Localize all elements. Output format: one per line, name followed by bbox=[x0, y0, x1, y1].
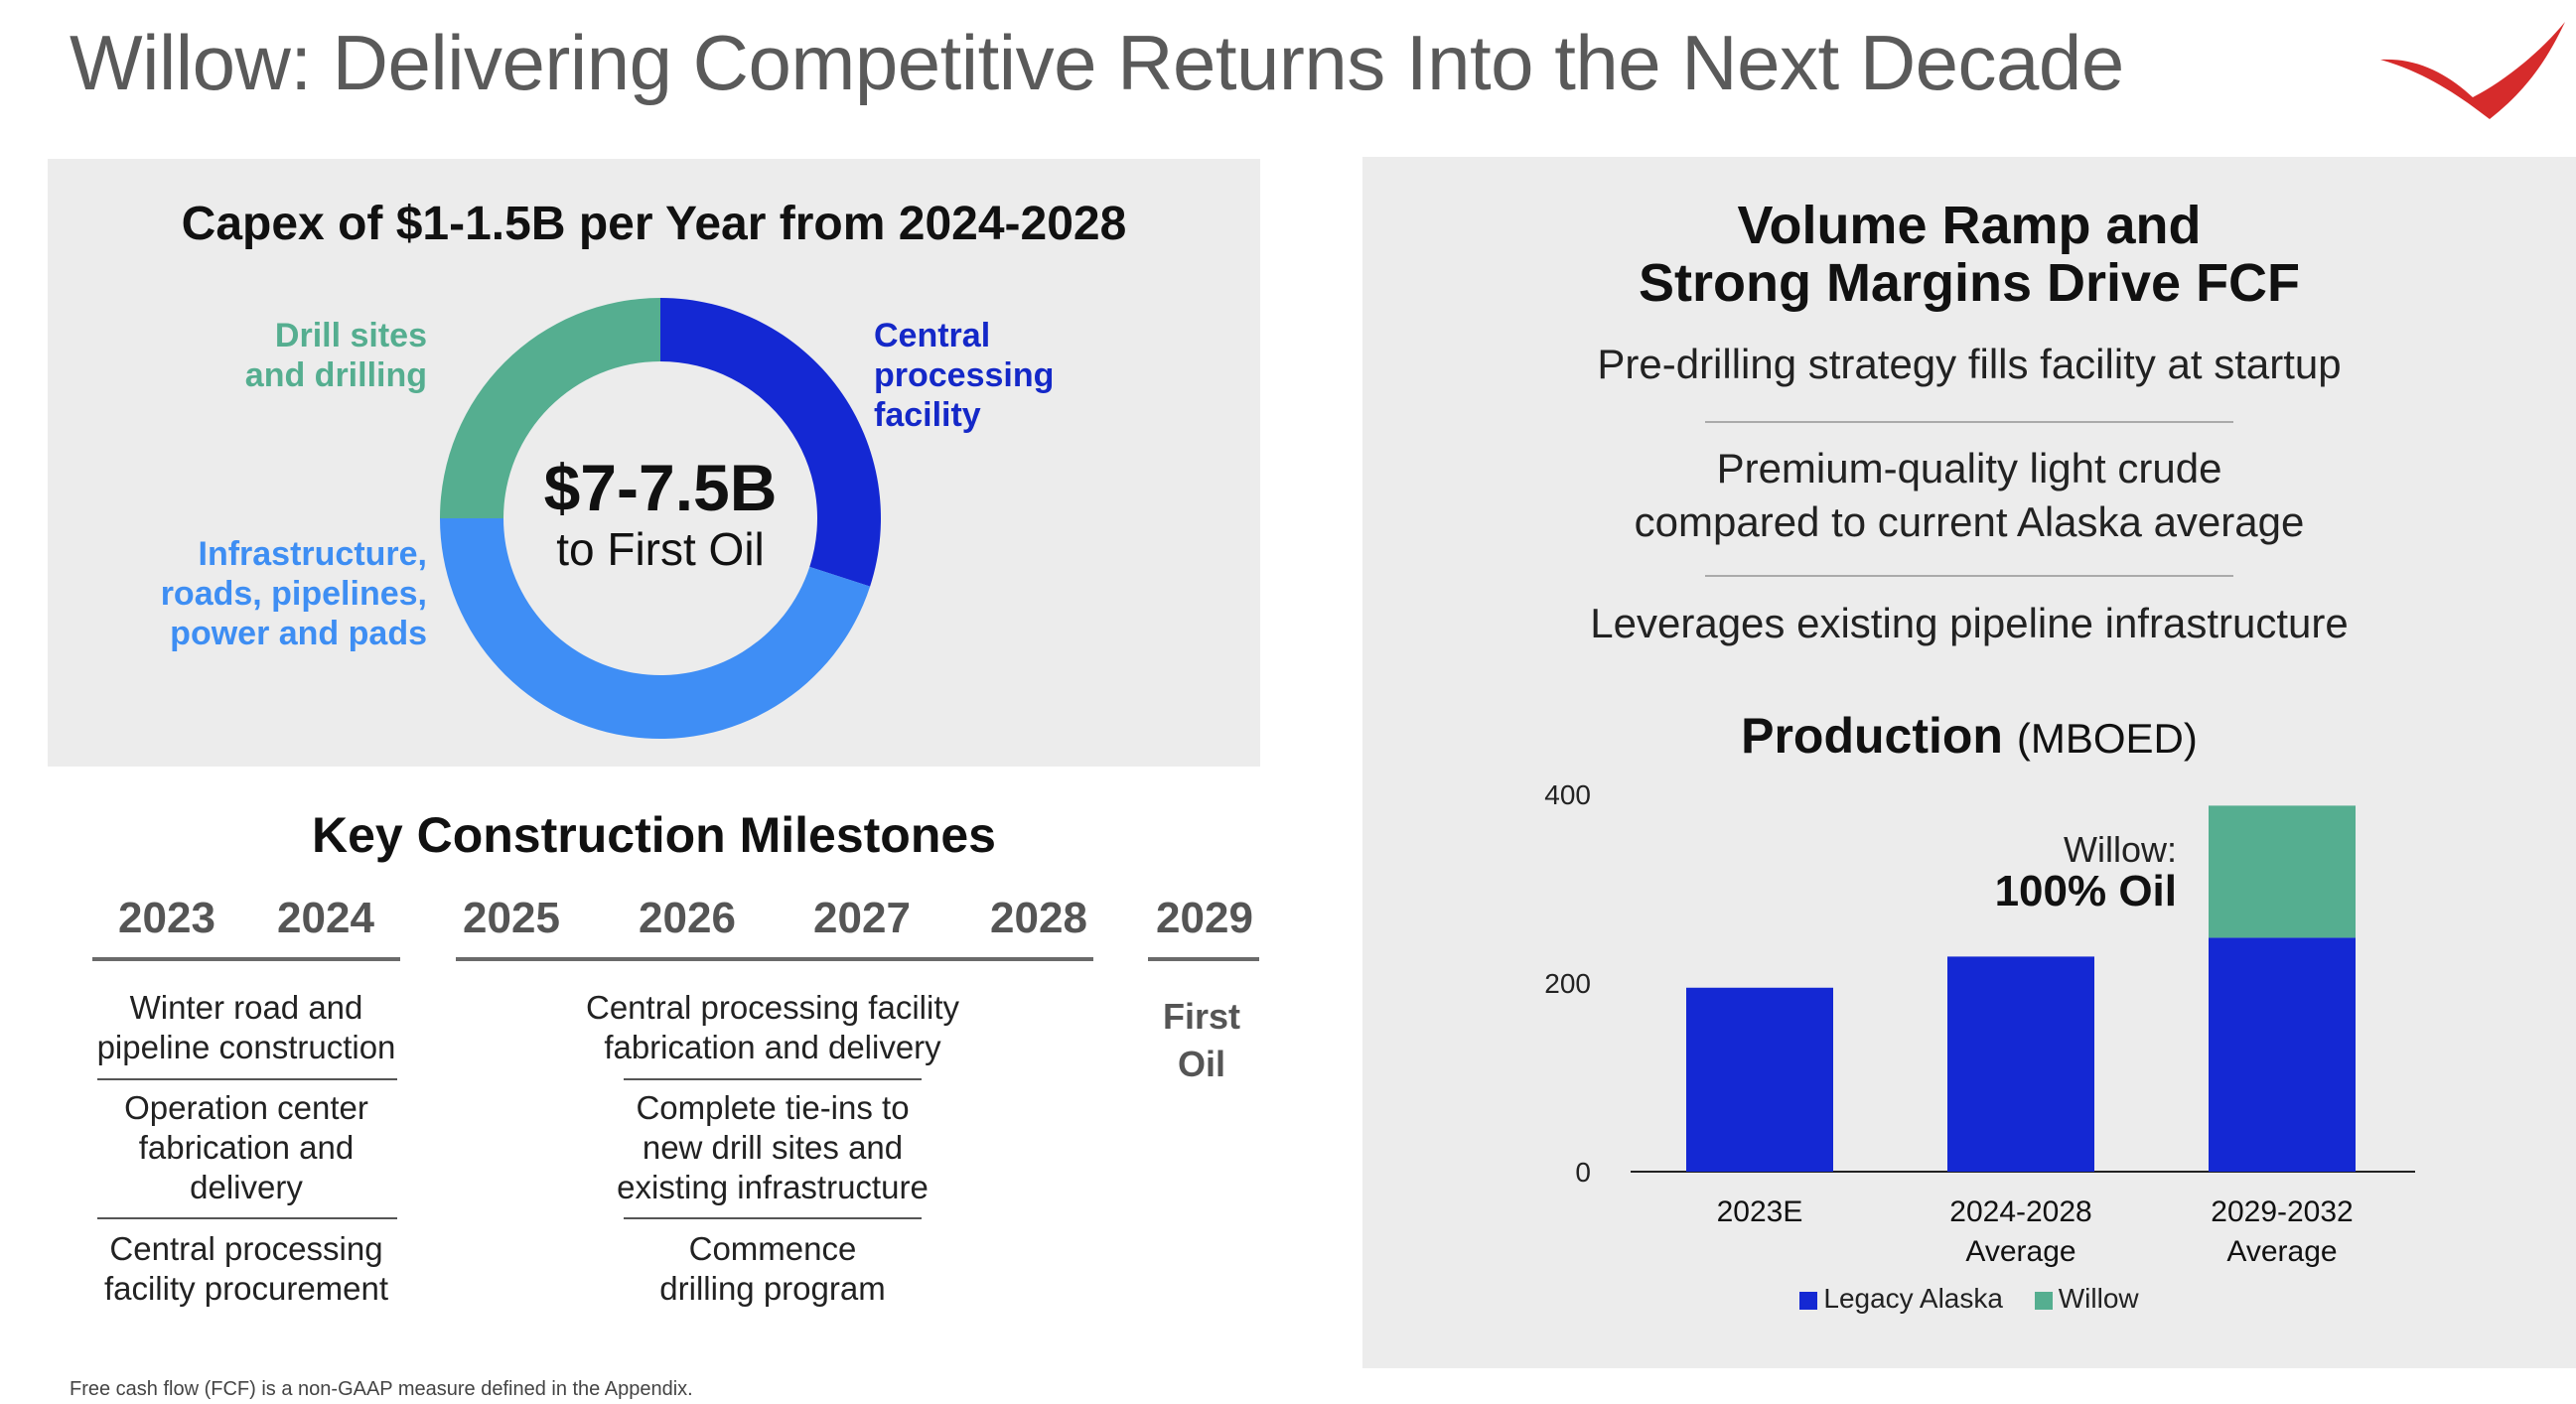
central-processing-label-line: facility bbox=[874, 396, 981, 434]
infrastructure-label-line: power and pads bbox=[170, 615, 427, 652]
willow-annotation-value: 100% Oil bbox=[1995, 867, 2177, 915]
year-2026: 2026 bbox=[639, 894, 736, 942]
production-title: Production (MBOED) bbox=[1362, 707, 2576, 765]
volume-divider bbox=[1705, 421, 2233, 423]
milestone-divider bbox=[97, 1217, 397, 1219]
legend-willow: Willow bbox=[2034, 1283, 2139, 1314]
x-category-label: Average bbox=[2226, 1235, 2337, 1268]
volume-bullet: Leverages existing pipeline infrastructu… bbox=[1590, 600, 2349, 646]
volume-bullet: Premium-quality light crude compared to … bbox=[1634, 445, 2305, 545]
milestone-divider bbox=[97, 1078, 397, 1080]
x-category-label: 2029-2032 bbox=[2211, 1195, 2353, 1228]
infrastructure-label: Infrastructure, roads, pipelines, power … bbox=[161, 534, 427, 653]
drill-sites-label-line: and drilling bbox=[244, 356, 427, 394]
y-tick-label: 200 bbox=[1544, 968, 1591, 999]
infrastructure-label-line: roads, pipelines, bbox=[160, 575, 427, 613]
year-2027: 2027 bbox=[813, 894, 911, 942]
donut-slice-drill-sites bbox=[440, 298, 660, 518]
milestones-title: Key Construction Milestones bbox=[312, 807, 996, 863]
legend-label: Legacy Alaska bbox=[1823, 1283, 2003, 1314]
legend-swatch-legacy bbox=[1799, 1291, 1818, 1310]
volume-title-line: Volume Ramp and bbox=[1737, 196, 2202, 255]
volume-divider bbox=[1705, 575, 2233, 577]
volume-title: Volume Ramp and Strong Margins Drive FCF bbox=[1362, 197, 2576, 312]
footnote: Free cash flow (FCF) is a non-GAAP measu… bbox=[70, 1378, 693, 1400]
year-2023: 2023 bbox=[118, 894, 215, 942]
bar-legacy-alaska bbox=[2209, 937, 2356, 1172]
year-2025: 2025 bbox=[463, 894, 560, 942]
x-category-label: 2023E bbox=[1717, 1195, 1803, 1228]
year-2028: 2028 bbox=[990, 894, 1087, 942]
capex-title: Capex of $1-1.5B per Year from 2024-2028 bbox=[181, 198, 1127, 250]
timeline-rule-2025-2028 bbox=[456, 957, 1093, 961]
page-title: Willow: Delivering Competitive Returns I… bbox=[70, 19, 2124, 106]
donut-center-caption: to First Oil bbox=[556, 523, 765, 575]
volume-bullet: Pre-drilling strategy fills facility at … bbox=[1597, 341, 2342, 387]
central-processing-label: Central processing facility bbox=[874, 316, 1054, 435]
bar-legacy-alaska bbox=[1686, 987, 1833, 1172]
timeline-rule-2023-2024 bbox=[92, 957, 400, 961]
y-tick-label: 400 bbox=[1544, 779, 1591, 810]
year-2024: 2024 bbox=[277, 894, 374, 942]
company-logo-icon bbox=[2380, 22, 2565, 119]
drill-sites-label: Drill sites and drilling bbox=[245, 316, 427, 395]
x-category-label: 2024-2028 bbox=[1949, 1195, 2091, 1228]
production-title-unit: (MBOED) bbox=[2016, 715, 2198, 762]
milestone-item: Operation center fabrication and deliver… bbox=[124, 1089, 368, 1205]
capex-panel bbox=[48, 159, 1260, 767]
legend-label: Willow bbox=[2058, 1283, 2139, 1314]
legend-swatch-willow bbox=[2034, 1291, 2053, 1310]
chart-legend: Legacy Alaska Willow bbox=[1362, 1283, 2576, 1315]
year-2029: 2029 bbox=[1156, 894, 1253, 942]
bar-legacy-alaska bbox=[1947, 956, 2094, 1172]
drill-sites-label-line: Drill sites bbox=[274, 317, 427, 354]
legend-legacy-alaska: Legacy Alaska bbox=[1799, 1283, 2003, 1314]
milestone-divider bbox=[624, 1078, 922, 1080]
milestone-item: Commence drilling program bbox=[659, 1230, 886, 1307]
production-title-bold: Production bbox=[1741, 708, 2003, 764]
infrastructure-label-line: Infrastructure, bbox=[198, 535, 428, 573]
bar-willow bbox=[2209, 805, 2356, 938]
donut-slice-infrastructure bbox=[440, 518, 871, 740]
production-bar-chart: 0 200 400 2023E 2024-2028 Average 2029-2032 Ave… bbox=[1544, 779, 2415, 1268]
donut-slice-central-processing bbox=[660, 298, 881, 587]
capex-donut-chart bbox=[440, 298, 881, 740]
donut-center-value: $7-7.5B bbox=[543, 451, 778, 524]
milestone-divider bbox=[624, 1217, 922, 1219]
x-category-label: Average bbox=[1965, 1235, 2075, 1268]
willow-annotation-label: Willow: bbox=[2064, 829, 2177, 870]
volume-title-line: Strong Margins Drive FCF bbox=[1638, 253, 2301, 313]
central-processing-label-line: Central bbox=[874, 317, 991, 354]
central-processing-label-line: processing bbox=[874, 356, 1055, 394]
milestone-item: Central processing facility fabrication … bbox=[586, 989, 959, 1065]
y-tick-label: 0 bbox=[1575, 1157, 1591, 1188]
milestone-item: Winter road and pipeline construction bbox=[96, 989, 396, 1065]
first-oil-label: First Oil bbox=[1162, 996, 1240, 1084]
milestone-item: Complete tie-ins to new drill sites and … bbox=[617, 1089, 929, 1205]
timeline-rule-2029 bbox=[1148, 957, 1259, 961]
milestone-item: Central processing facility procurement bbox=[103, 1230, 389, 1307]
